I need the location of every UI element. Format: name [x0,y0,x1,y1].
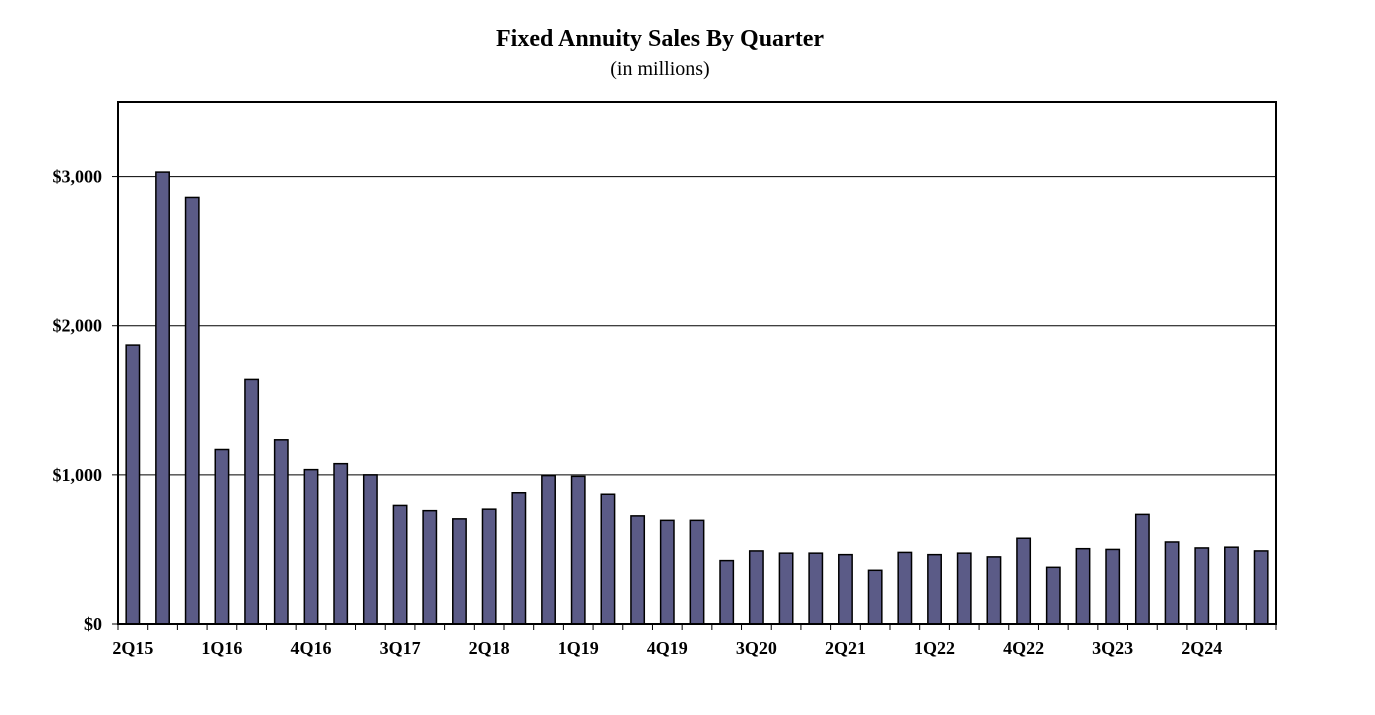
bar [867,569,883,625]
bar [1075,547,1091,625]
bar [1016,537,1032,625]
x-tick-label: 1Q22 [914,638,955,658]
bar [1194,547,1210,625]
bar [452,518,467,625]
x-tick-label: 4Q22 [1003,638,1044,658]
x-tick-label: 1Q19 [558,638,599,658]
bar [333,462,349,625]
bar [630,515,646,625]
bar [273,439,289,625]
bar [719,559,735,625]
x-tick-label: 4Q16 [290,638,331,658]
plot-frame [117,101,1277,625]
bar [897,551,913,625]
x-tick-label: 2Q21 [825,638,866,658]
bar [481,508,497,625]
bar [1224,546,1239,625]
chart-subtitle: (in millions) [610,58,710,80]
bar [244,378,260,625]
bar [1134,513,1150,625]
bar [570,475,586,625]
bar [1045,566,1061,625]
y-axis-ticks: $0 $1,000 $2,000 $3,000 [53,167,118,634]
bars [125,171,1269,625]
bar [303,468,319,625]
bar [1105,548,1121,625]
x-tick-label: 2Q24 [1181,638,1222,658]
bar [600,493,616,625]
bar [184,196,200,625]
bar [808,552,824,625]
x-tick-label: 3Q20 [736,638,777,658]
gridlines [118,176,1276,476]
bar [125,344,141,625]
y-tick-label: $1,000 [53,465,103,485]
bar [778,552,794,625]
y-tick-label: $0 [84,614,102,634]
bar [986,556,1002,625]
chart-title: Fixed Annuity Sales By Quarter [495,26,825,52]
bar [748,550,764,625]
x-tick-label: 2Q15 [112,638,153,658]
bar [511,492,527,625]
bar [214,448,230,625]
y-tick-label: $2,000 [53,316,103,336]
bar [838,553,853,625]
x-tick-label: 3Q17 [380,638,421,658]
bar [956,552,972,625]
x-tick-label: 4Q19 [647,638,688,658]
bar [689,519,705,625]
bar [1253,550,1269,625]
bar [541,474,556,625]
bar [392,504,408,625]
x-tick-label: 2Q18 [469,638,510,658]
bar [155,171,170,625]
bar [1164,541,1180,625]
bar [362,474,378,625]
x-tick-label: 3Q23 [1092,638,1133,658]
bar [659,519,675,625]
bar [422,509,438,625]
x-tick-label: 1Q16 [201,638,242,658]
y-tick-label: $3,000 [53,167,103,187]
bar [927,553,942,625]
x-axis-ticks: 2Q15 1Q16 4Q16 3Q17 2Q18 1Q19 4Q19 3Q20 2Q21 1Q22… [112,624,1277,658]
